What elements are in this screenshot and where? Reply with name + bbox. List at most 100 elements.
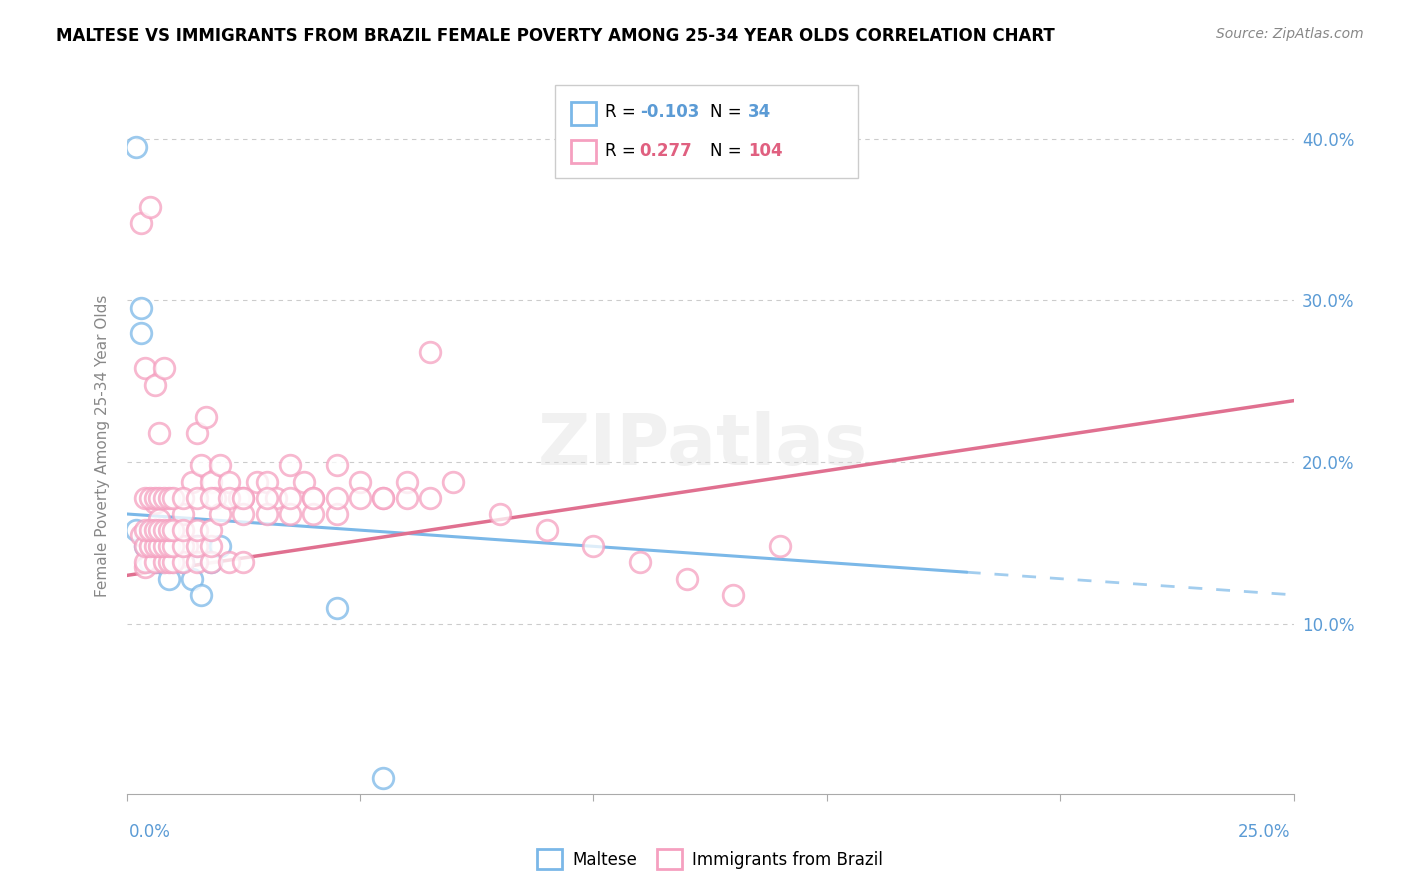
Text: 0.277: 0.277 xyxy=(640,142,693,160)
Point xyxy=(218,475,240,489)
Point xyxy=(186,425,208,440)
Point xyxy=(148,556,170,570)
Point xyxy=(349,475,371,489)
Point xyxy=(208,507,231,521)
Text: Source: ZipAtlas.com: Source: ZipAtlas.com xyxy=(1216,27,1364,41)
Point xyxy=(232,491,254,505)
Point xyxy=(200,556,222,570)
Point xyxy=(157,539,180,553)
Point xyxy=(373,771,395,785)
Point xyxy=(153,556,176,570)
Point xyxy=(167,539,190,553)
Point xyxy=(256,491,278,505)
Point xyxy=(172,523,194,537)
Point xyxy=(204,491,226,505)
Point xyxy=(134,560,156,574)
Point xyxy=(349,491,371,505)
Text: R =: R = xyxy=(605,142,636,160)
Point xyxy=(186,539,208,553)
Point xyxy=(134,539,156,553)
Point xyxy=(148,539,170,553)
Text: N =: N = xyxy=(710,103,741,121)
Point xyxy=(190,458,212,473)
Point xyxy=(194,409,217,424)
Point xyxy=(176,539,198,553)
Point xyxy=(769,539,792,553)
Point xyxy=(139,556,162,570)
Point xyxy=(153,361,176,376)
Point xyxy=(134,523,156,537)
Point xyxy=(143,495,166,509)
Point xyxy=(278,507,301,521)
Point xyxy=(125,523,148,537)
Point xyxy=(419,345,441,359)
Point xyxy=(148,523,170,537)
Point xyxy=(134,539,156,553)
Point xyxy=(373,491,395,505)
Text: N =: N = xyxy=(710,142,741,160)
Point xyxy=(162,556,184,570)
Point xyxy=(228,491,250,505)
Point xyxy=(536,523,558,537)
Point xyxy=(232,556,254,570)
Point xyxy=(489,507,512,521)
Point xyxy=(232,491,254,505)
Point xyxy=(143,539,166,553)
Point xyxy=(153,556,176,570)
Point xyxy=(139,539,162,553)
Point xyxy=(153,556,176,570)
Point xyxy=(246,475,269,489)
Point xyxy=(172,491,194,505)
Point xyxy=(139,523,162,537)
Point xyxy=(143,556,166,570)
Point xyxy=(302,491,325,505)
Point xyxy=(162,523,184,537)
Point xyxy=(278,491,301,505)
Point xyxy=(200,523,222,537)
Point xyxy=(628,556,651,570)
Point xyxy=(395,491,418,505)
Point xyxy=(218,556,240,570)
Point xyxy=(134,361,156,376)
Point xyxy=(139,539,162,553)
Point xyxy=(157,539,180,553)
Point xyxy=(134,491,156,505)
Point xyxy=(373,491,395,505)
Point xyxy=(167,523,190,537)
Point xyxy=(441,475,464,489)
Point xyxy=(129,326,152,340)
Point xyxy=(232,507,254,521)
Point xyxy=(172,539,194,553)
Text: 34: 34 xyxy=(748,103,772,121)
Point xyxy=(208,458,231,473)
Point xyxy=(208,539,231,553)
Point xyxy=(153,523,176,537)
Point xyxy=(129,216,152,230)
Point xyxy=(292,475,315,489)
Point xyxy=(162,491,184,505)
Point xyxy=(143,523,166,537)
Point xyxy=(162,539,184,553)
Point xyxy=(325,491,347,505)
Point xyxy=(180,475,202,489)
Point xyxy=(129,301,152,316)
Point xyxy=(162,539,184,553)
Point xyxy=(278,458,301,473)
Point xyxy=(218,491,240,505)
Point xyxy=(148,491,170,505)
Point xyxy=(395,475,418,489)
Point xyxy=(139,491,162,505)
Y-axis label: Female Poverty Among 25-34 Year Olds: Female Poverty Among 25-34 Year Olds xyxy=(94,295,110,597)
Point xyxy=(134,556,156,570)
Point xyxy=(148,539,170,553)
Point xyxy=(302,507,325,521)
Point xyxy=(134,528,156,542)
Point xyxy=(180,572,202,586)
Point xyxy=(256,507,278,521)
Point xyxy=(582,539,605,553)
Point xyxy=(143,539,166,553)
Point xyxy=(129,528,152,542)
Point xyxy=(190,539,212,553)
Text: 104: 104 xyxy=(748,142,783,160)
Point xyxy=(157,556,180,570)
